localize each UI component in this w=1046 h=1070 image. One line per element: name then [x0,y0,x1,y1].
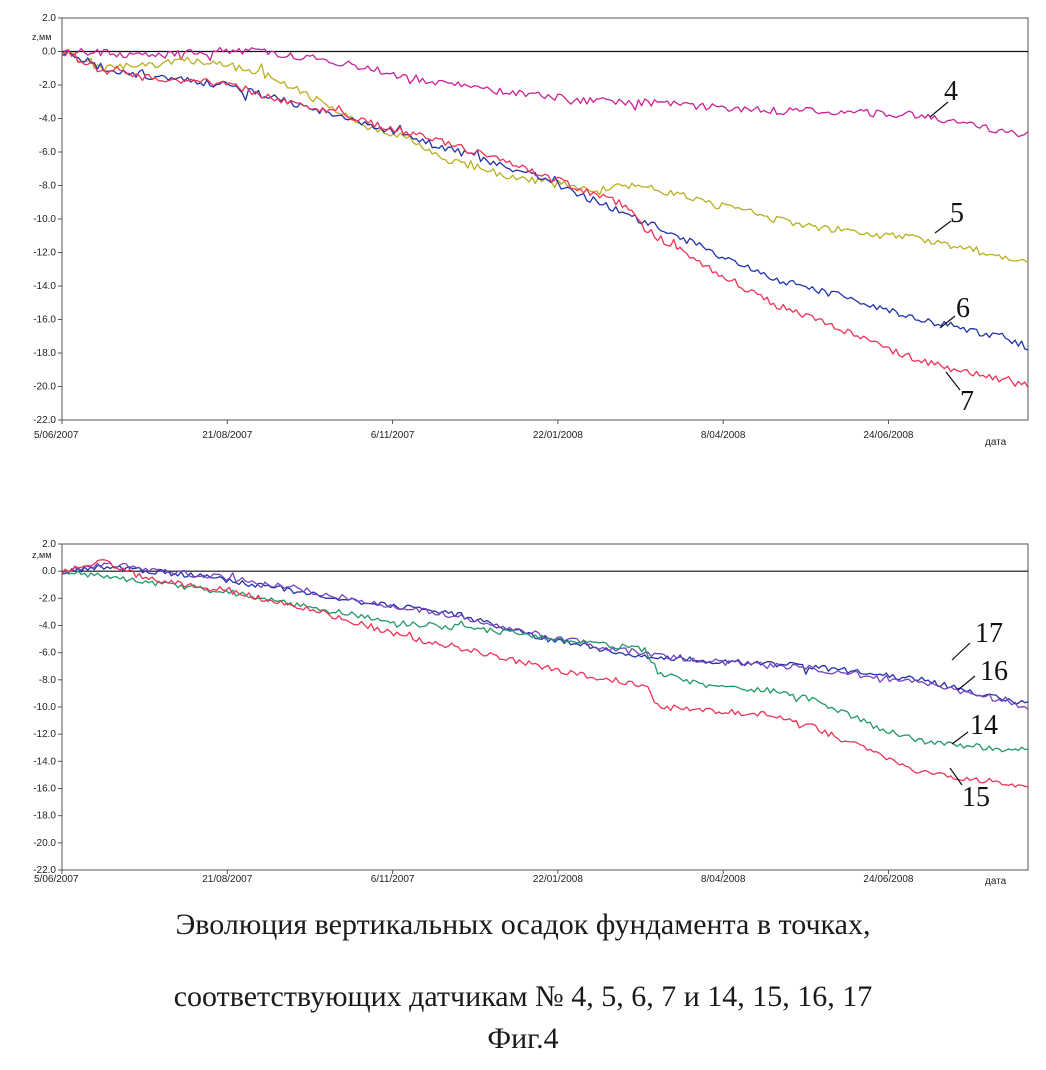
y-tick-label: -6.0 [39,147,57,158]
plot-area-frame [61,543,1029,871]
x-tick-label: 21/08/2007 [202,874,252,885]
series-line-4 [61,46,1029,138]
y-tick-label: -22.0 [33,865,56,876]
y-tick-label: -2.0 [39,80,57,91]
x-axis-label: дата [985,437,1007,448]
figure-label: Фиг.4 [487,1022,559,1055]
caption-subtitle: соответствующих датчикам № 4, 5, 6, 7 и … [173,980,873,1013]
y-tick-label: -12.0 [33,248,56,259]
series-line-7 [61,50,1029,388]
callout-17: 17 [951,618,1003,661]
y-tick-label: -20.0 [33,382,56,393]
y-tick-label: -14.0 [33,281,56,292]
y-tick-label: 0.0 [42,566,56,577]
callout-14: 14 [951,710,998,745]
y-tick-label: -22.0 [33,415,56,426]
callout-4: 4 [929,76,958,118]
y-tick-label: -12.0 [33,729,56,740]
callout-label-14: 14 [970,710,998,741]
callout-5: 5 [934,198,964,234]
callout-15: 15 [949,767,990,813]
x-tick-label: 21/08/2007 [202,430,252,441]
series-line-14 [61,568,1029,753]
callout-label-5: 5 [950,198,964,229]
y-tick-label: -6.0 [39,648,57,659]
y-tick-label: -10.0 [33,702,56,713]
y-tick-label: 2.0 [42,13,56,24]
y-tick-label: -2.0 [39,593,57,604]
callout-label-4: 4 [944,76,958,107]
y-tick-label: -10.0 [33,214,56,225]
settlement-chart-sensors-14-17: 2.0 0.0 -2.0 -4.0 -6.0 -8.0 -10.0 -12.0 -14.0 -16… [32,539,1029,887]
y-tick-label: -20.0 [33,838,56,849]
y-tick-label: -4.0 [39,114,57,125]
callout-label-7: 7 [960,386,974,417]
callout-7: 7 [945,371,974,417]
y-tick-label: -8.0 [39,181,57,192]
y-tick-label: -4.0 [39,621,57,632]
callout-label-15: 15 [962,782,990,813]
y-axis-unit-label: z,мм [32,550,51,560]
x-tick-label: 5/06/2007 [34,430,79,441]
callout-16: 16 [957,656,1008,691]
x-tick-label: 6/11/2007 [371,874,415,885]
x-tick-label: 8/04/2008 [701,874,746,885]
series-line-16 [61,562,1029,710]
y-tick-label: -8.0 [39,675,57,686]
y-tick-label: 0.0 [42,47,56,58]
settlement-chart-sensors-4-7: 2.0 0.0 -2.0 -4.0 -6.0 -8.0 -10.0 -12.0 -14.0 -16… [32,13,1029,448]
callout-label-17: 17 [975,618,1003,649]
callout-6: 6 [939,293,970,329]
x-tick-label: 24/06/2008 [863,874,913,885]
x-tick-label: 24/06/2008 [863,430,913,441]
y-tick-label: -18.0 [33,348,56,359]
y-axis-unit-label: z,мм [32,32,51,42]
callout-label-16: 16 [980,656,1008,687]
y-tick-label: -18.0 [33,811,56,822]
x-tick-label: 8/04/2008 [701,430,746,441]
callout-label-6: 6 [956,293,970,324]
series-line-15 [61,559,1029,788]
x-tick-label: 6/11/2007 [371,430,415,441]
series-line-17 [61,564,1029,705]
x-axis-label: дата [985,876,1007,887]
caption-title: Эволюция вертикальных осадок фундамента … [175,908,871,941]
x-tick-label: 5/06/2007 [34,874,79,885]
plot-area-frame [61,17,1029,421]
x-tick-label: 22/01/2008 [533,874,583,885]
y-tick-label: -16.0 [33,784,56,795]
y-tick-label: -14.0 [33,756,56,767]
y-tick-label: -16.0 [33,315,56,326]
y-tick-label: 2.0 [42,539,56,550]
x-tick-label: 22/01/2008 [533,430,583,441]
